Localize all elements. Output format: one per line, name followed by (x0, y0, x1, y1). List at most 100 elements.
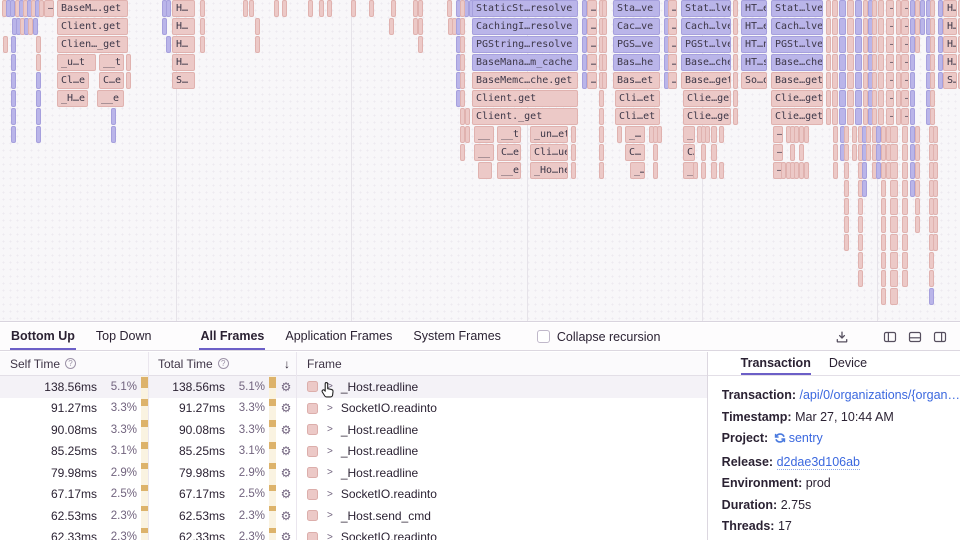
flame-frame[interactable] (938, 18, 943, 35)
flame-frame[interactable] (933, 126, 938, 143)
flame-frame[interactable]: StaticSt…resolve (472, 0, 578, 17)
flame-frame[interactable]: … (668, 54, 677, 71)
flame-frame[interactable]: – (886, 36, 894, 53)
flame-frame[interactable] (920, 0, 925, 17)
flame-frame[interactable] (896, 108, 901, 125)
flame-frame[interactable] (11, 126, 16, 143)
flame-frame[interactable] (844, 162, 849, 179)
flame-frame[interactable] (930, 90, 935, 107)
flame-frame[interactable]: – (886, 108, 894, 125)
flame-frame[interactable] (711, 144, 717, 161)
flame-frame[interactable] (582, 18, 587, 35)
flame-frame[interactable]: … (668, 0, 677, 17)
flame-frame[interactable]: Clie…get (683, 90, 731, 107)
expand-chevron-icon[interactable]: > (327, 402, 333, 414)
flame-frame[interactable] (878, 54, 884, 71)
flame-frame[interactable] (839, 72, 846, 89)
flame-frame[interactable] (890, 252, 898, 269)
flame-frame[interactable] (826, 36, 831, 53)
flame-frame[interactable]: Cach…lve (681, 18, 731, 35)
flame-frame[interactable] (915, 216, 920, 233)
flame-frame[interactable] (602, 54, 607, 71)
total-time-header[interactable]: Total Time ? ↓ (148, 357, 296, 371)
flame-frame[interactable] (319, 0, 324, 17)
flame-frame[interactable]: Cli…et (615, 108, 660, 125)
expand-chevron-icon[interactable]: > (327, 488, 333, 500)
flame-frame[interactable]: BaseM….get (57, 0, 128, 17)
flame-frame[interactable] (166, 36, 171, 53)
flame-frame[interactable] (878, 90, 884, 107)
detail-value-link[interactable]: /api/0/organizations/{organ… (799, 388, 960, 402)
flame-frame[interactable] (852, 144, 857, 161)
flame-frame[interactable] (602, 18, 607, 35)
flame-frame[interactable] (733, 90, 738, 107)
flame-frame[interactable] (617, 126, 622, 143)
flame-frame[interactable] (863, 18, 868, 35)
flame-frame[interactable] (833, 144, 838, 161)
flame-frame[interactable] (890, 126, 898, 143)
flame-frame[interactable] (858, 234, 863, 251)
flame-frame[interactable] (166, 0, 171, 17)
flame-frame[interactable] (890, 234, 898, 251)
flame-frame[interactable] (733, 72, 738, 89)
flame-frame[interactable]: __ (474, 144, 494, 161)
flame-frame[interactable] (872, 108, 877, 125)
column-divider[interactable] (148, 352, 149, 540)
flame-frame[interactable] (847, 108, 854, 125)
flame-frame[interactable]: … (668, 18, 677, 35)
flame-frame[interactable] (910, 162, 915, 179)
flame-frame[interactable] (832, 0, 838, 17)
flame-frame[interactable] (705, 126, 710, 143)
flame-frame[interactable] (711, 162, 717, 179)
flame-frame[interactable]: – (44, 0, 54, 17)
table-row[interactable]: 91.27ms 3.3% 91.27ms 3.3% ⚙ > SocketIO.readint… (0, 397, 707, 419)
flame-frame[interactable] (910, 36, 915, 53)
flame-frame[interactable] (413, 18, 418, 35)
flame-frame[interactable] (255, 36, 260, 53)
flame-frame[interactable] (878, 72, 884, 89)
flame-frame[interactable] (465, 126, 470, 143)
flame-frame[interactable] (847, 18, 854, 35)
flame-frame[interactable] (910, 72, 915, 89)
flame-frame[interactable] (602, 0, 607, 17)
flame-frame[interactable]: – (901, 36, 909, 53)
flame-frame[interactable] (890, 288, 898, 305)
flame-frame[interactable] (826, 54, 831, 71)
flame-frame[interactable] (282, 0, 287, 17)
flame-frame[interactable] (794, 162, 799, 179)
flame-frame[interactable] (11, 90, 16, 107)
flame-frame[interactable] (878, 0, 884, 17)
flame-frame[interactable] (863, 72, 868, 89)
flame-frame[interactable] (826, 72, 831, 89)
flame-frame[interactable] (896, 36, 901, 53)
flame-frame[interactable]: – (901, 18, 909, 35)
flame-frame[interactable] (582, 36, 587, 53)
flame-frame[interactable]: HT…e (741, 18, 767, 35)
flame-frame[interactable]: … (587, 54, 597, 71)
flame-frame[interactable] (832, 90, 838, 107)
table-row[interactable]: 62.53ms 2.3% 62.53ms 2.3% ⚙ > _Host.send_cmd (0, 505, 707, 527)
flame-frame[interactable]: Client.get (57, 18, 128, 35)
flame-frame[interactable] (413, 0, 418, 17)
panel-bottom-icon[interactable] (907, 329, 923, 345)
flame-frame[interactable]: Sta…ve (613, 0, 660, 17)
flame-frame[interactable] (872, 90, 877, 107)
expand-chevron-icon[interactable]: > (327, 424, 333, 436)
flame-frame[interactable] (847, 0, 854, 17)
tab-system-frames[interactable]: System Frames (413, 328, 501, 343)
flame-frame[interactable] (915, 144, 920, 161)
flame-frame[interactable] (832, 72, 838, 89)
flame-frame[interactable]: __ (474, 126, 494, 143)
flame-frame[interactable]: – (773, 126, 783, 143)
flame-frame[interactable] (126, 72, 131, 89)
flame-frame[interactable] (36, 90, 41, 107)
flame-frame[interactable] (958, 0, 960, 17)
flame-frame[interactable]: Base…get (681, 72, 731, 89)
flame-frame[interactable] (863, 90, 868, 107)
flame-frame[interactable] (855, 108, 862, 125)
flame-frame[interactable] (33, 18, 38, 35)
flame-frame[interactable]: __e (497, 162, 521, 179)
flame-frame[interactable] (915, 36, 920, 53)
frame-cell[interactable]: > _Host.readline (296, 419, 707, 441)
flame-frame[interactable] (863, 54, 868, 71)
